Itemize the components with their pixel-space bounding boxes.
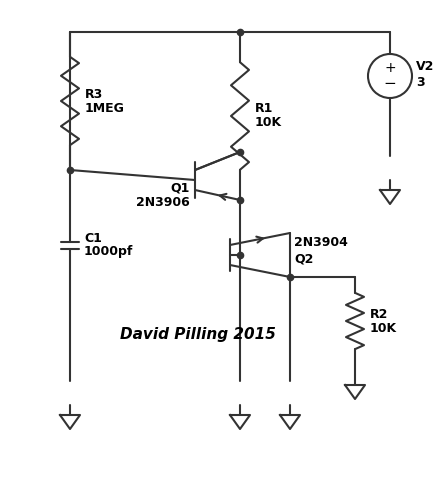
Polygon shape xyxy=(60,415,80,429)
Text: 2N3904: 2N3904 xyxy=(294,236,348,250)
Text: −: − xyxy=(384,76,396,92)
Text: David Pilling 2015: David Pilling 2015 xyxy=(120,328,276,342)
Text: Q2: Q2 xyxy=(294,252,313,266)
Polygon shape xyxy=(345,385,365,399)
Text: Q1: Q1 xyxy=(171,182,190,194)
Text: R1: R1 xyxy=(255,102,273,116)
Text: R3: R3 xyxy=(85,88,103,101)
Text: 1MEG: 1MEG xyxy=(85,102,125,114)
Text: R2: R2 xyxy=(370,308,389,320)
Text: 1000pf: 1000pf xyxy=(84,246,133,258)
Text: C1: C1 xyxy=(84,232,102,244)
Text: 10K: 10K xyxy=(255,116,282,130)
Text: 3: 3 xyxy=(416,76,425,90)
Text: +: + xyxy=(384,61,396,75)
Text: 2N3906: 2N3906 xyxy=(136,196,190,208)
Text: V2: V2 xyxy=(416,60,434,74)
Polygon shape xyxy=(280,415,300,429)
Text: 10K: 10K xyxy=(370,322,397,334)
Polygon shape xyxy=(230,415,250,429)
Polygon shape xyxy=(380,190,400,204)
